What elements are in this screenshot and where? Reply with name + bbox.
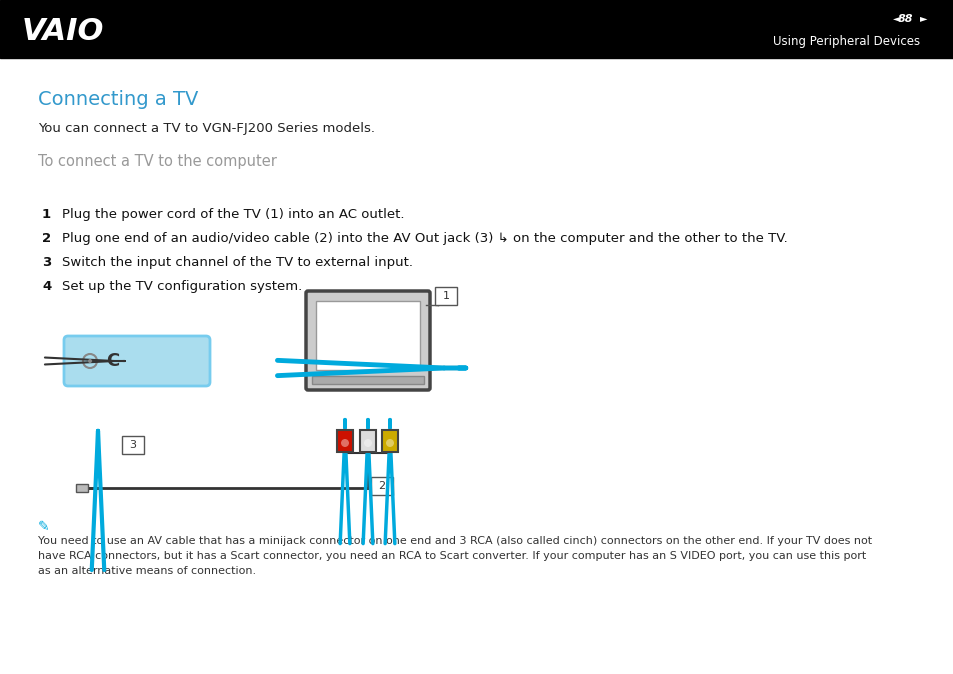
Text: Set up the TV configuration system.: Set up the TV configuration system. — [62, 280, 302, 293]
Text: 2: 2 — [378, 481, 385, 491]
Circle shape — [364, 439, 372, 447]
Text: 88: 88 — [898, 13, 913, 24]
Text: ◄: ◄ — [892, 13, 900, 24]
Circle shape — [340, 439, 349, 447]
Text: ✎: ✎ — [38, 520, 50, 534]
Text: C: C — [106, 352, 119, 370]
Circle shape — [386, 439, 394, 447]
Text: ►: ► — [919, 13, 926, 24]
Bar — [312, 376, 423, 384]
FancyBboxPatch shape — [64, 336, 210, 386]
Bar — [0, 0, 953, 58]
Bar — [315, 301, 419, 370]
Text: You can connect a TV to VGN-FJ200 Series models.: You can connect a TV to VGN-FJ200 Series… — [38, 122, 375, 135]
Text: 3: 3 — [42, 256, 51, 269]
Text: 1: 1 — [442, 291, 449, 301]
FancyBboxPatch shape — [371, 477, 393, 495]
FancyBboxPatch shape — [435, 287, 456, 305]
Text: 4: 4 — [42, 280, 51, 293]
Text: VAIO: VAIO — [22, 18, 104, 47]
FancyBboxPatch shape — [306, 291, 430, 390]
Text: Connecting a TV: Connecting a TV — [38, 90, 198, 109]
Text: Plug the power cord of the TV (1) into an AC outlet.: Plug the power cord of the TV (1) into a… — [62, 208, 404, 221]
Bar — [76, 484, 88, 492]
Text: To connect a TV to the computer: To connect a TV to the computer — [38, 154, 276, 169]
Bar — [359, 430, 375, 452]
Text: Switch the input channel of the TV to external input.: Switch the input channel of the TV to ex… — [62, 256, 413, 269]
Text: 2: 2 — [42, 232, 51, 245]
Text: Using Peripheral Devices: Using Peripheral Devices — [772, 35, 919, 49]
Text: 1: 1 — [42, 208, 51, 221]
Text: Plug one end of an audio/video cable (2) into the AV Out jack (3) ↳ on the compu: Plug one end of an audio/video cable (2)… — [62, 232, 787, 245]
Bar — [336, 430, 353, 452]
Bar — [381, 430, 397, 452]
Text: You need to use an AV cable that has a minijack connector on one end and 3 RCA (: You need to use an AV cable that has a m… — [38, 536, 871, 576]
FancyBboxPatch shape — [122, 436, 144, 454]
Circle shape — [88, 359, 91, 363]
Text: 3: 3 — [130, 440, 136, 450]
